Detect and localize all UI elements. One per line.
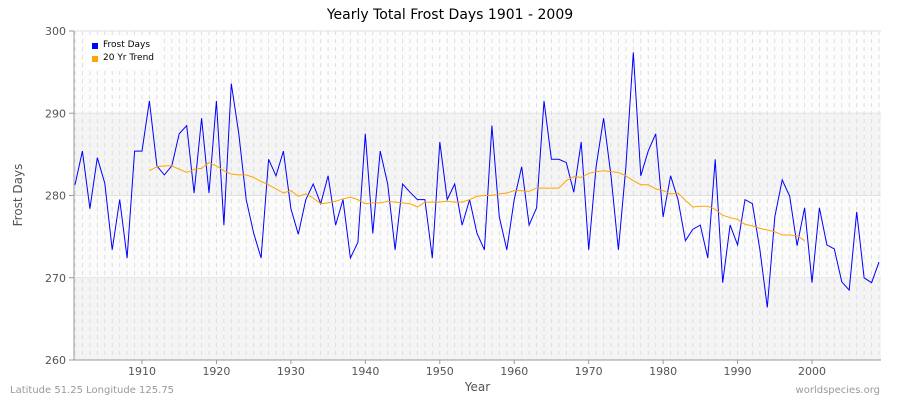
legend-swatch-trend — [92, 55, 98, 62]
legend-swatch-frost-days — [92, 42, 98, 49]
y-tick-label: 280 — [45, 190, 66, 203]
x-tick-label: 1960 — [500, 365, 528, 378]
legend-label: 20 Yr Trend — [103, 53, 155, 63]
legend: Frost Days 20 Yr Trend — [86, 36, 161, 68]
x-tick-label: 1990 — [724, 365, 752, 378]
x-tick-label: 1970 — [575, 365, 603, 378]
y-tick-label: 300 — [45, 25, 66, 38]
series-line-frost-days — [74, 52, 880, 308]
chart-title: Yearly Total Frost Days 1901 - 2009 — [326, 7, 574, 23]
x-tick-label: 1940 — [351, 365, 379, 378]
y-tick-label: 270 — [45, 272, 66, 285]
legend-label: Frost Days — [103, 40, 151, 50]
series-line-trend — [149, 162, 805, 242]
legend-item-frost-days: Frost Days — [92, 39, 154, 52]
footer-location: Latitude 51.25 Longitude 125.75 — [10, 385, 175, 396]
x-tick-label: 1930 — [277, 365, 305, 378]
x-tick-label: 2000 — [798, 365, 826, 378]
x-tick-label: 1950 — [426, 365, 454, 378]
y-tick-label: 260 — [45, 354, 66, 367]
x-axis-label: Year — [464, 380, 491, 394]
footer-site[interactable]: worldspecies.org — [795, 385, 880, 396]
y-tick-label: 290 — [45, 107, 66, 120]
x-tick-label: 1980 — [649, 365, 677, 378]
legend-item-trend: 20 Yr Trend — [92, 52, 154, 65]
x-tick-label: 1920 — [202, 365, 230, 378]
x-tick-label: 1910 — [128, 365, 156, 378]
